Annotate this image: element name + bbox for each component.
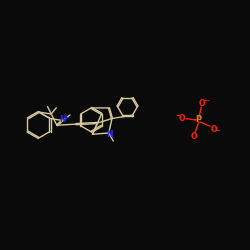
Text: O: O [179,114,186,123]
Text: P: P [196,116,202,124]
Text: −: − [203,98,209,104]
Text: O: O [191,132,197,141]
Text: O: O [199,99,205,108]
Text: N: N [106,130,112,139]
Text: −: − [214,128,220,134]
Text: −: − [175,113,181,119]
Text: +: + [63,114,68,119]
Text: N: N [59,114,66,124]
Text: O: O [210,125,217,134]
